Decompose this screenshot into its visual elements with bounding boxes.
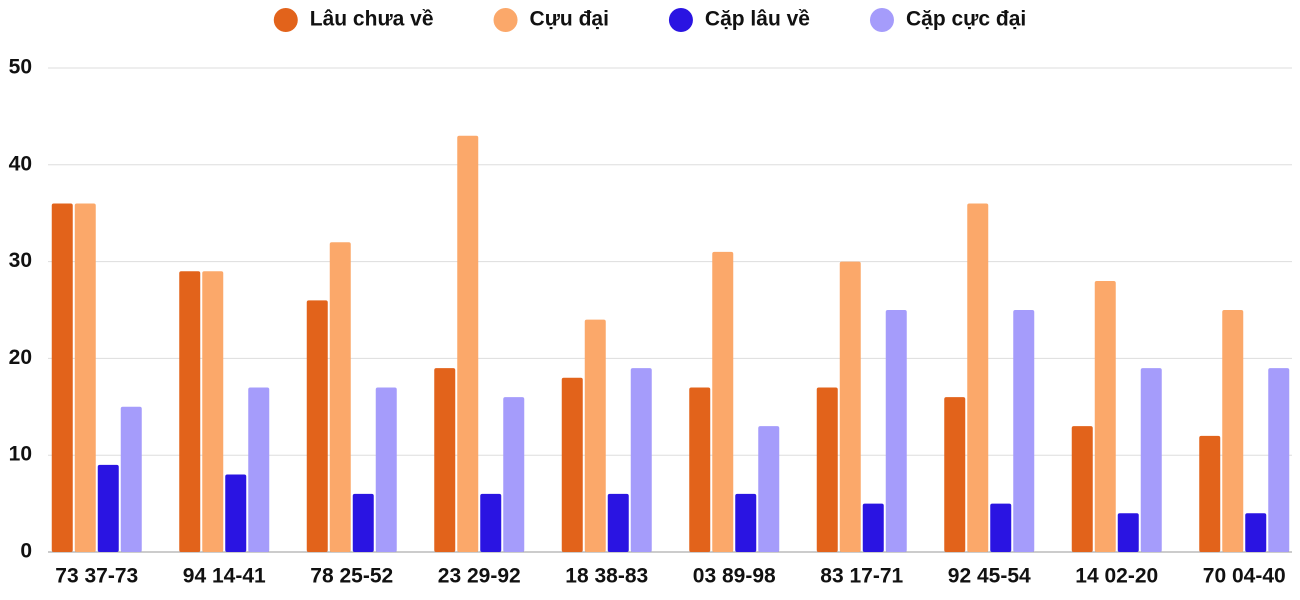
- x-tick-label: 23 29-92: [438, 565, 521, 588]
- bar: [967, 203, 989, 552]
- bar: [434, 368, 456, 552]
- bar: [885, 310, 907, 552]
- bar: [758, 426, 780, 552]
- bar: [179, 271, 201, 552]
- x-tick-label: 83 17-71: [820, 565, 903, 588]
- bar: [352, 493, 374, 552]
- bar: [944, 397, 966, 552]
- bar: [561, 377, 583, 552]
- y-tick-label: 0: [20, 540, 32, 563]
- bar: [1094, 280, 1116, 552]
- legend-marker: [869, 8, 894, 32]
- y-tick-label: 40: [9, 152, 32, 175]
- bar: [225, 474, 247, 552]
- legend-label: Cặp lâu về: [705, 8, 810, 31]
- legend-marker: [493, 8, 518, 32]
- x-tick-label: 03 89-98: [693, 565, 776, 588]
- bar: [120, 406, 142, 552]
- y-tick-label: 10: [9, 443, 32, 466]
- x-tick-label: 18 38-83: [565, 565, 648, 588]
- legend-label: Cựu đại: [530, 8, 609, 31]
- bar: [1140, 368, 1162, 552]
- y-tick-label: 20: [9, 346, 32, 369]
- bar: [1117, 513, 1139, 552]
- legend-marker: [273, 8, 298, 32]
- bar: [1071, 426, 1093, 552]
- bar: [862, 503, 884, 552]
- x-tick-label: 70 04-40: [1203, 565, 1286, 588]
- bar: [51, 203, 73, 552]
- legend-label: Lâu chưa về: [310, 8, 434, 31]
- bar: [480, 493, 502, 552]
- bar: [816, 387, 838, 552]
- bar: [202, 271, 224, 552]
- bar: [97, 464, 119, 552]
- bar: [712, 251, 734, 553]
- x-tick-label: 14 02-20: [1075, 565, 1158, 588]
- bar: [329, 242, 351, 553]
- bar: [248, 387, 270, 552]
- bar: [503, 397, 525, 552]
- bar: [1268, 368, 1290, 552]
- bar: [630, 368, 652, 552]
- bar: [607, 493, 629, 552]
- bar: [584, 319, 606, 552]
- bar: [839, 261, 861, 552]
- y-tick-label: 30: [9, 249, 32, 272]
- bar: [990, 503, 1012, 552]
- bar: [74, 203, 96, 552]
- x-tick-label: 92 45-54: [948, 565, 1031, 588]
- bar: [375, 387, 397, 552]
- bar: [457, 135, 479, 552]
- bar: [1245, 513, 1267, 552]
- bar: [1222, 310, 1244, 552]
- bar: [1199, 435, 1221, 552]
- bar: [306, 300, 328, 552]
- bar: [1013, 310, 1035, 552]
- x-tick-label: 94 14-41: [183, 565, 266, 588]
- y-tick-label: 50: [9, 56, 32, 79]
- bar: [689, 387, 711, 552]
- legend-label: Cặp cực đại: [906, 8, 1026, 31]
- x-tick-label: 78 25-52: [310, 565, 393, 588]
- x-tick-label: 73 37-73: [55, 565, 138, 588]
- legend-marker: [668, 8, 693, 32]
- bar: [735, 493, 757, 552]
